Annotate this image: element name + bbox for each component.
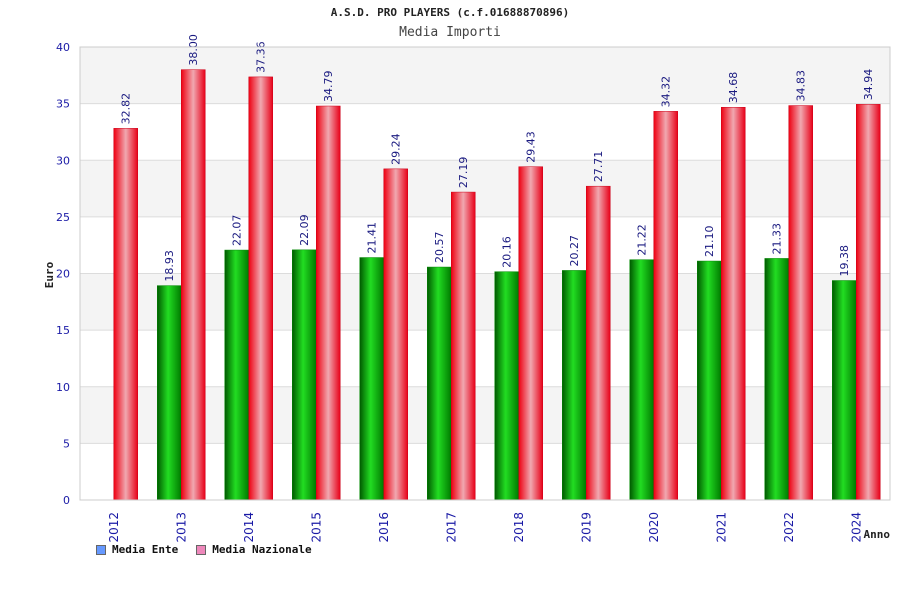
data-label: 19.38: [838, 245, 851, 277]
x-tick-label: 2013: [174, 512, 188, 543]
bar-media-nazionale-2019: [586, 185, 611, 501]
y-tick-label: 30: [56, 154, 70, 167]
x-tick-label: 2014: [242, 512, 256, 543]
data-label: 27.71: [592, 151, 605, 183]
data-label: 21.22: [636, 224, 649, 256]
data-label: 29.24: [390, 133, 403, 165]
data-label: 21.10: [703, 226, 716, 258]
data-label: 32.82: [120, 93, 133, 125]
bar-media-nazionale-2013: [181, 69, 206, 501]
y-tick-label: 15: [56, 324, 70, 337]
data-label: 38.00: [187, 34, 200, 66]
legend-swatch-media-ente: [96, 544, 106, 555]
bar-media-ente-2018: [494, 271, 519, 501]
data-label: 21.41: [366, 222, 379, 254]
grid-band: [80, 443, 890, 500]
bar-media-nazionale-2021: [721, 106, 746, 501]
legend-item-media-ente: Media Ente: [96, 543, 178, 556]
x-tick-label: 2019: [579, 512, 593, 543]
legend-swatch-media-nazionale: [196, 544, 207, 555]
bar-media-ente-2015: [292, 249, 317, 501]
chart-subtitle: Media Importi: [399, 25, 501, 40]
data-label: 20.16: [501, 236, 514, 268]
grid-band: [80, 216, 890, 274]
bar-media-nazionale-2020: [653, 111, 678, 501]
bar-media-nazionale-2012: [113, 128, 138, 501]
data-label: 22.09: [298, 214, 311, 246]
data-label: 34.68: [727, 72, 740, 104]
bar-media-nazionale-2022: [788, 105, 813, 501]
bar-media-nazionale-2024: [856, 104, 881, 501]
data-label: 29.43: [525, 131, 538, 163]
bar-media-nazionale-2017: [451, 191, 476, 501]
bar-media-ente-2020: [629, 259, 654, 501]
bar-media-ente-2022: [764, 258, 789, 501]
bar-media-ente-2019: [562, 270, 587, 501]
data-label: 37.36: [255, 41, 268, 73]
data-label: 27.19: [457, 157, 470, 189]
bar-media-nazionale-2014: [248, 76, 273, 501]
x-tick-label: 2012: [107, 512, 121, 543]
data-label: 18.93: [163, 250, 176, 282]
x-tick-label: 2015: [309, 512, 323, 543]
bar-media-ente-2017: [427, 266, 452, 501]
x-tick-label: 2022: [782, 512, 796, 543]
bar-media-ente-2014: [224, 249, 249, 501]
y-tick-label: 10: [56, 381, 70, 394]
y-tick-label: 25: [56, 211, 70, 224]
data-label: 21.33: [771, 223, 784, 255]
data-label: 22.07: [231, 215, 244, 247]
x-axis-title: Anno: [864, 528, 891, 541]
bar-media-nazionale-2016: [383, 168, 408, 501]
chart-legend: Media Ente Media Nazionale: [96, 543, 312, 556]
x-tick-label: 2017: [444, 512, 458, 543]
grid-band: [80, 103, 890, 161]
x-tick-label: 2020: [647, 512, 661, 543]
grid-band: [80, 160, 890, 217]
y-tick-label: 40: [56, 41, 70, 54]
bar-media-ente-2016: [359, 257, 384, 501]
data-label: 20.57: [433, 232, 446, 264]
data-label: 34.83: [795, 70, 808, 102]
legend-item-media-nazionale: Media Nazionale: [196, 543, 312, 556]
data-label: 20.27: [568, 235, 581, 267]
data-label: 34.32: [660, 76, 673, 108]
chart-title: A.S.D. PRO PLAYERS (c.f.01688870896): [330, 6, 570, 19]
x-tick-label: 2016: [377, 512, 391, 543]
legend-label-media-nazionale: Media Nazionale: [212, 543, 312, 556]
bar-media-nazionale-2018: [518, 166, 543, 501]
grid-band: [80, 386, 890, 444]
data-label: 34.79: [322, 71, 335, 103]
y-tick-label: 5: [63, 437, 70, 450]
bar-media-ente-2021: [697, 260, 722, 501]
x-tick-label: 2021: [714, 512, 728, 543]
data-label: 34.94: [862, 69, 875, 101]
x-tick-label: 2018: [512, 512, 526, 543]
bar-media-ente-2024: [832, 280, 857, 501]
plot-frame: [79, 46, 891, 501]
y-axis-title: Euro: [43, 261, 56, 288]
bar-media-ente-2013: [157, 285, 182, 501]
grid-band: [80, 330, 890, 387]
y-tick-label: 0: [63, 494, 70, 507]
bar-media-nazionale-2015: [316, 105, 341, 501]
x-tick-label: 2024: [849, 512, 863, 543]
legend-label-media-ente: Media Ente: [112, 543, 179, 556]
y-tick-label: 35: [56, 98, 70, 111]
grid-band: [80, 47, 890, 104]
grid-band: [80, 273, 890, 331]
y-tick-label: 20: [56, 268, 70, 281]
